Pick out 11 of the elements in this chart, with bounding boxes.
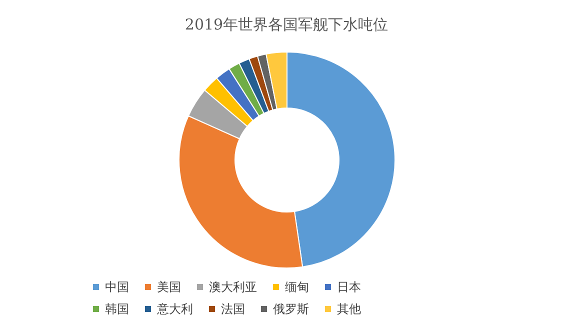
legend-label: 中国 [105, 280, 129, 294]
legend-label: 韩国 [105, 302, 129, 316]
legend-label: 俄罗斯 [273, 302, 309, 316]
legend-label: 法国 [221, 302, 245, 316]
legend-label: 日本 [337, 280, 361, 294]
chart-title: 2019年世界各国军舰下水吨位 [184, 16, 388, 34]
legend-label: 其他 [337, 302, 361, 316]
legend-label: 美国 [157, 280, 181, 294]
legend-label: 缅甸 [285, 280, 309, 294]
legend-label: 澳大利亚 [209, 280, 257, 294]
legend-label: 意大利 [156, 302, 193, 316]
